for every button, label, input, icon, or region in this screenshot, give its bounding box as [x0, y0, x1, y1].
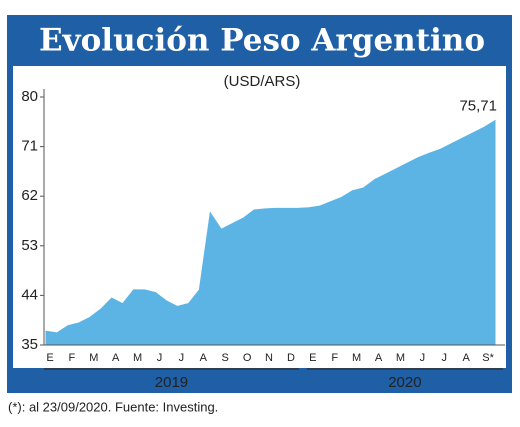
y-tick-label: 53 — [21, 237, 38, 254]
x-tick-label: S* — [482, 352, 494, 364]
x-tick-label: D — [287, 352, 295, 364]
value-label: 75,71 — [459, 98, 497, 115]
area — [45, 119, 496, 346]
x-tick-label: F — [69, 352, 76, 364]
x-tick-label: F — [331, 352, 338, 364]
x-tick-label: A — [112, 352, 120, 364]
footnote: (*): al 23/09/2020. Fuente: Investing. — [8, 399, 218, 414]
x-tick-label: J — [179, 352, 185, 364]
y-tick-label: 62 — [21, 187, 38, 204]
chart-title: Evolución Peso Argentino — [39, 23, 485, 59]
x-tick-label: S — [222, 352, 229, 364]
x-group-label: 2020 — [388, 374, 421, 391]
x-tick-label: N — [265, 352, 273, 364]
x-group-label: 2019 — [155, 374, 188, 391]
x-tick-label: O — [243, 352, 252, 364]
x-tick-label: J — [157, 352, 163, 364]
x-tick-label: J — [420, 352, 426, 364]
y-tick-label: 35 — [21, 336, 38, 353]
x-tick-label: A — [375, 352, 383, 364]
x-tick-label: M — [396, 352, 405, 364]
x-tick-label: M — [89, 352, 98, 364]
y-tick-label: 71 — [21, 138, 38, 155]
x-tick-label: E — [309, 352, 316, 364]
x-tick-label: A — [200, 352, 208, 364]
chart-subtitle: (USD/ARS) — [224, 73, 301, 90]
x-tick-label: E — [46, 352, 53, 364]
x-tick-label: A — [462, 352, 470, 364]
y-tick-label: 44 — [21, 286, 38, 303]
y-tick-label: 80 — [21, 88, 38, 105]
x-tick-label: M — [352, 352, 361, 364]
x-tick-label: M — [133, 352, 142, 364]
x-tick-label: J — [441, 352, 447, 364]
